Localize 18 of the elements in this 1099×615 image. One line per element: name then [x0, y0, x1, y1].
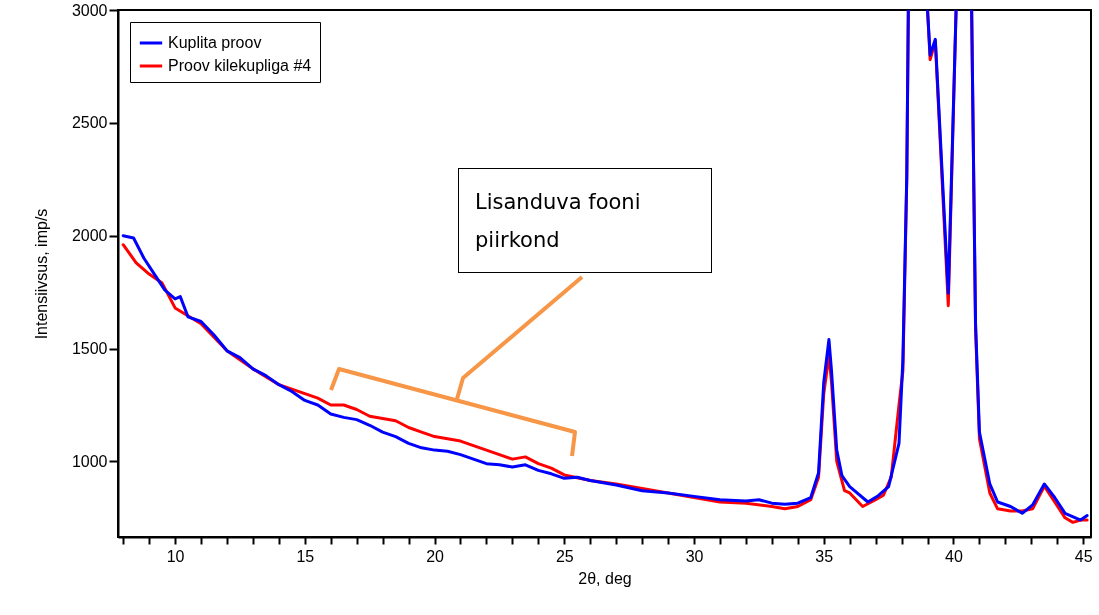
- x-tick-label: 30: [685, 547, 704, 565]
- x-axis-title: 2θ, deg: [578, 569, 632, 587]
- y-tick-label: 3000: [71, 1, 108, 19]
- y-tick-label: 1000: [71, 452, 108, 470]
- x-tick-label: 40: [945, 547, 963, 565]
- x-tick-label: 45: [1074, 547, 1093, 565]
- y-axis-title: Intensiivsus, imp/s: [32, 208, 50, 340]
- x-tick-label: 35: [815, 547, 834, 565]
- text-box: Lisanduva fooni piirkond: [458, 168, 712, 273]
- x-tick-label: 10: [166, 547, 185, 565]
- x-tick-label: 25: [555, 547, 574, 565]
- y-tick-label: 1500: [71, 340, 108, 358]
- y-tick-label: 2500: [71, 114, 108, 132]
- x-tick-label: 20: [426, 547, 445, 565]
- legend-label: Kuplita proov: [168, 34, 262, 51]
- y-tick-label: 2000: [71, 227, 108, 245]
- legend-label: Proov kilekupliga #4: [168, 57, 312, 74]
- x-tick-label: 15: [296, 547, 315, 565]
